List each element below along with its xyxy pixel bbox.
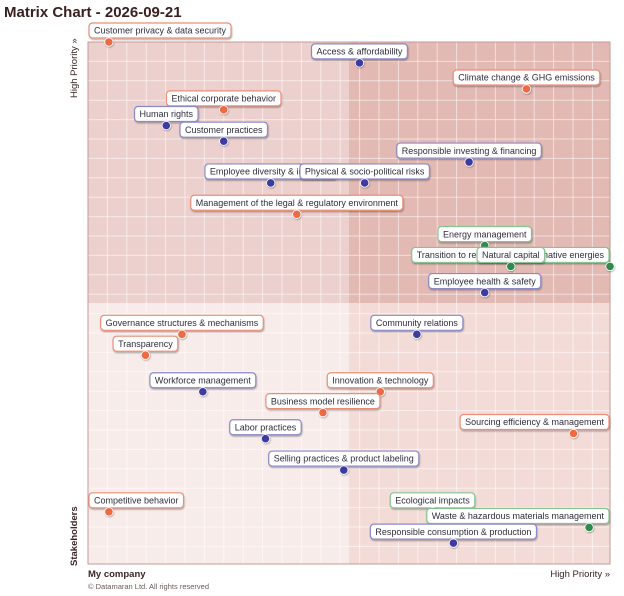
point-label: Natural capital [482,250,540,260]
point-dot [219,136,229,146]
matrix-point: Sourcing efficiency & management [459,413,610,439]
point-dot [292,209,302,219]
point-label: Responsible investing & financing [402,146,537,156]
matrix-point: Responsible investing & financing [396,142,542,167]
y-axis-high-label: High Priority » [69,38,80,98]
point-label: Waste & hazardous materials management [432,511,605,521]
point-dot [104,507,114,517]
point-dot [412,329,422,339]
point-label: Selling practices & product labeling [274,454,414,464]
point-label: Physical & socio-political risks [305,167,425,177]
point-dot [568,428,579,439]
matrix-point: Physical & socio-political risks [299,163,431,188]
matrix-point: Transparency [112,335,179,360]
y-axis-label: Stakeholders [69,506,80,566]
matrix-point: Human rights [133,105,199,131]
matrix-point: Community relations [370,314,464,339]
point-dot [360,178,370,188]
matrix-point: Access & affordability [310,43,408,68]
page-title: Matrix Chart - 2026-09-21 [4,4,182,21]
matrix-point: Selling practices & product labeling [268,450,420,475]
matrix-point: Natural capital [476,246,546,272]
point-label: Governance structures & mechanisms [106,318,259,328]
point-dot [198,387,208,397]
matrix-point: Ethical corporate behavior [165,90,282,115]
point-dot [448,538,458,548]
point-label-box [88,22,232,39]
point-label: Climate change & GHG emissions [458,73,595,83]
matrix-point: Climate change & GHG emissions [452,69,601,94]
matrix-point: Responsible consumption & production [369,523,538,548]
point-label: Customer privacy & data security [94,26,227,36]
point-dot [584,522,594,533]
point-label: Sourcing efficiency & management [465,417,604,427]
point-label: Ethical corporate behavior [171,94,276,104]
matrix-point: Labor practices [229,419,302,444]
point-dot [521,84,532,94]
matrix-point: Employee health & safety [428,272,542,298]
point-dot [464,157,474,167]
point-label: Community relations [376,318,459,328]
matrix-point: Customer privacy & data security [88,22,232,47]
point-label: Labor practices [235,422,297,432]
point-dot [480,287,490,298]
point-label: Business model resilience [271,396,375,406]
matrix-point: Governance structures & mechanisms [100,314,264,339]
point-dot [506,261,516,272]
point-label: Customer practices [185,125,263,135]
point-label: Innovation & technology [332,375,429,385]
point-dot [140,350,151,360]
point-label: Management of the legal & regulatory env… [196,198,399,208]
point-label: Employee health & safety [434,276,537,286]
x-axis-high-label: High Priority » [550,569,610,580]
point-dot [318,408,328,418]
point-label: Access & affordability [317,47,403,57]
matrix-point: Management of the legal & regulatory env… [190,194,404,219]
point-label: Human rights [140,109,194,119]
plot-frame [87,41,611,565]
matrix-point: Energy management [437,225,533,251]
matrix-point: Waste & hazardous materials management [426,507,610,533]
point-label: Transparency [118,339,173,349]
matrix-point: Competitive behavior [88,492,185,517]
point-label: Employee diversity & inclusion [210,167,332,177]
point-dot [219,105,229,115]
point-label: Workforce management [155,375,251,385]
point-dot [339,465,349,475]
point-dot [104,37,114,47]
point-label: Ecological impacts [395,496,470,506]
point-dot [260,434,271,444]
point-label: Competitive behavior [94,496,179,506]
copyright-text: © Datamaran Ltd. All rights reserved [88,582,209,591]
point-label: Energy management [443,229,527,239]
matrix-point: Business model resilience [265,393,381,418]
point-label-box [88,492,185,509]
point-dot [161,120,171,131]
point-dot [177,329,187,339]
point-dot [354,58,365,68]
matrix-point: Customer practices [179,121,269,146]
point-dot [605,261,615,272]
point-dot [266,178,276,188]
point-label-box [459,413,610,431]
point-label: Responsible consumption & production [375,527,531,537]
point-label-box [426,507,610,525]
matrix-point: Workforce management [149,372,257,397]
x-axis-label: My company [88,569,146,580]
